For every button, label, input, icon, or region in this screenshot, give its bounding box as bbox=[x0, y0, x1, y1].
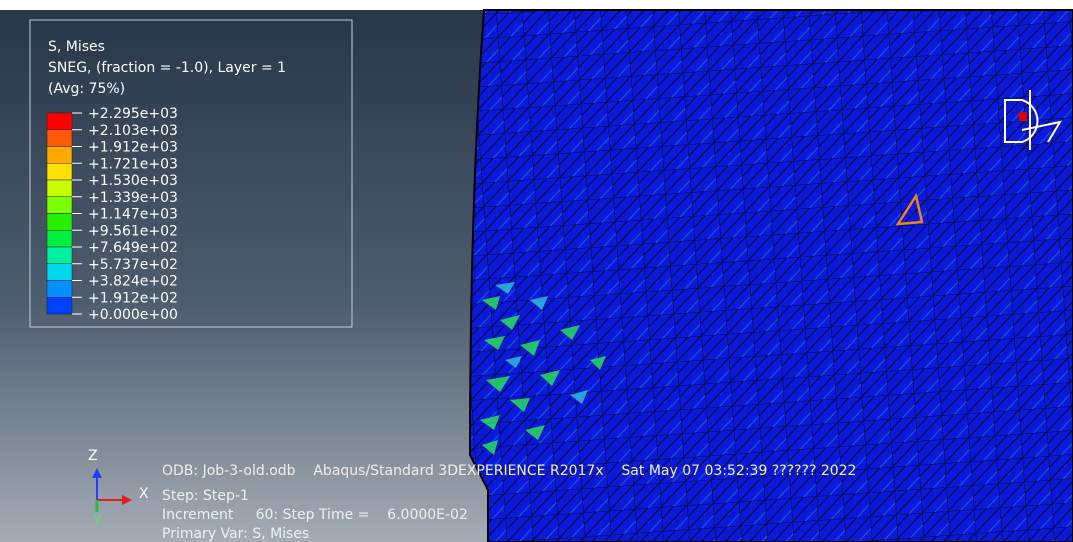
legend-swatch bbox=[47, 214, 72, 231]
legend-label: +2.103e+03 bbox=[88, 123, 178, 139]
legend-swatch bbox=[47, 197, 72, 214]
legend-label: +7.649e+02 bbox=[88, 240, 178, 256]
triad-z: Z bbox=[88, 448, 98, 464]
page: S, Mises SNEG, (fraction = -1.0), Layer =… bbox=[0, 0, 1073, 542]
legend-swatch bbox=[47, 113, 72, 130]
info-step: Step: Step-1 bbox=[162, 488, 249, 504]
info-odb: ODB: Job-3-old.odb Abaqus/Standard 3DEXP… bbox=[162, 463, 856, 479]
legend-title: SNEG, (fraction = -1.0), Layer = 1 bbox=[48, 60, 286, 76]
legend-label: +3.824e+02 bbox=[88, 274, 178, 290]
legend-label: +0.000e+00 bbox=[88, 307, 178, 323]
viewport: S, Mises SNEG, (fraction = -1.0), Layer =… bbox=[0, 0, 1073, 542]
legend-swatch bbox=[47, 230, 72, 247]
info-increment: Increment 60: Step Time = 6.0000E-02 bbox=[162, 507, 468, 523]
legend-swatch bbox=[47, 163, 72, 180]
legend-label: +2.295e+03 bbox=[88, 106, 178, 122]
legend-swatch bbox=[47, 247, 72, 264]
legend-label: +5.737e+02 bbox=[88, 257, 178, 273]
legend-swatch bbox=[47, 281, 72, 298]
legend-swatch bbox=[47, 180, 72, 197]
legend-label: +1.721e+03 bbox=[88, 156, 178, 172]
info-primary: Primary Var: S, Mises bbox=[162, 526, 309, 542]
legend-swatch bbox=[47, 264, 72, 281]
legend-label: +1.339e+03 bbox=[88, 190, 178, 206]
triad-y: Y bbox=[92, 513, 102, 529]
legend-swatch bbox=[47, 297, 72, 314]
legend-swatch bbox=[47, 130, 72, 147]
legend-title: S, Mises bbox=[48, 39, 105, 55]
legend-label: +1.530e+03 bbox=[88, 173, 178, 189]
legend-label: +1.147e+03 bbox=[88, 207, 178, 223]
legend-title: (Avg: 75%) bbox=[48, 81, 125, 97]
legend-label: +9.561e+02 bbox=[88, 223, 178, 239]
legend-label: +1.912e+03 bbox=[88, 140, 178, 156]
legend-swatch bbox=[47, 147, 72, 164]
triad-x: X bbox=[139, 486, 149, 502]
legend-label: +1.912e+02 bbox=[88, 290, 178, 306]
